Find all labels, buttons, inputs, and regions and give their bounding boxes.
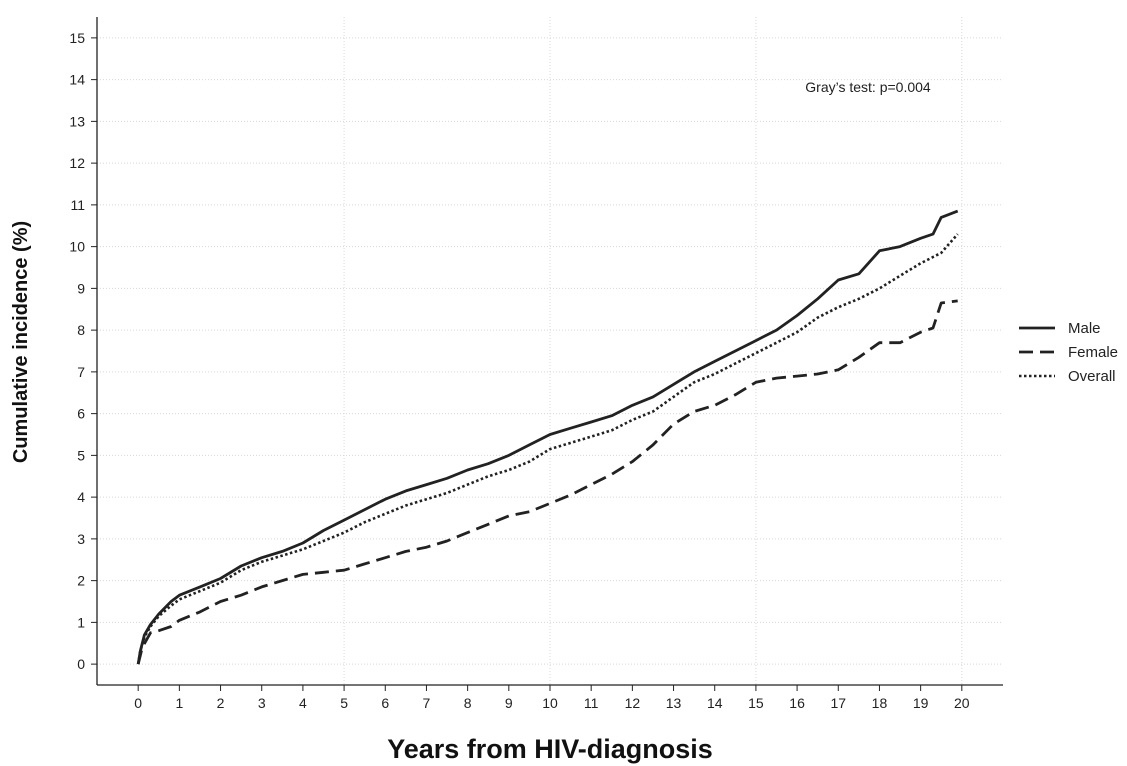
x-tick-label: 0 [134,695,142,711]
y-tick-label: 2 [77,573,85,589]
y-axis-label: Cumulative incidence (%) [10,221,32,463]
x-tick-label: 20 [954,695,970,711]
x-tick-label: 17 [830,695,846,711]
x-tick-label: 5 [340,695,348,711]
y-tick-label: 1 [77,614,85,630]
y-tick-label: 4 [77,489,85,505]
x-tick-label: 14 [707,695,723,711]
y-tick-label: 8 [77,322,85,338]
grid [97,17,1003,685]
series-lines [136,209,959,665]
x-tick-label: 16 [789,695,805,711]
legend-label-male: Male [1068,320,1101,337]
y-tick-label: 13 [69,113,85,129]
x-axis-label: Years from HIV-diagnosis [387,734,713,764]
y-tick-label: 10 [69,239,85,255]
x-tick-label: 13 [666,695,682,711]
legend-label-female: Female [1068,344,1118,361]
x-tick-label: 1 [175,695,183,711]
legend-label-overall: Overall [1068,368,1116,385]
x-tick-label: 2 [217,695,225,711]
x-tick-label: 6 [381,695,389,711]
x-tick-label: 10 [542,695,558,711]
x-tick-label: 4 [299,695,307,711]
y-tick-label: 5 [77,447,85,463]
y-tick-label: 7 [77,364,85,380]
x-tick-label: 15 [748,695,764,711]
y-tick-label: 9 [77,280,85,296]
x-tick-label: 11 [584,695,599,711]
x-tick-label: 19 [913,695,929,711]
x-tick-label: 7 [423,695,431,711]
x-tick-label: 3 [258,695,266,711]
y-tick-label: 12 [69,155,85,171]
legend: Male Female Overall [1019,320,1118,385]
x-tick-label: 12 [625,695,641,711]
series-line-female [136,299,958,665]
x-axis-ticks: 0 1 2 3 4 5 6 7 8 9 10 11 12 13 14 15 16 17 18 19 20 [134,685,970,711]
x-tick-label: 8 [464,695,472,711]
series-line-male [136,209,959,665]
y-tick-label: 15 [69,30,85,46]
y-tick-label: 14 [69,72,85,88]
y-tick-label: 11 [70,197,85,213]
y-tick-label: 0 [77,656,85,672]
y-tick-label: 3 [77,531,85,547]
series-line-overall [136,233,959,665]
y-tick-label: 6 [77,406,85,422]
x-tick-label: 9 [505,695,513,711]
grays-test-annotation: Gray’s test: p=0.004 [805,79,931,95]
x-tick-label: 18 [872,695,888,711]
